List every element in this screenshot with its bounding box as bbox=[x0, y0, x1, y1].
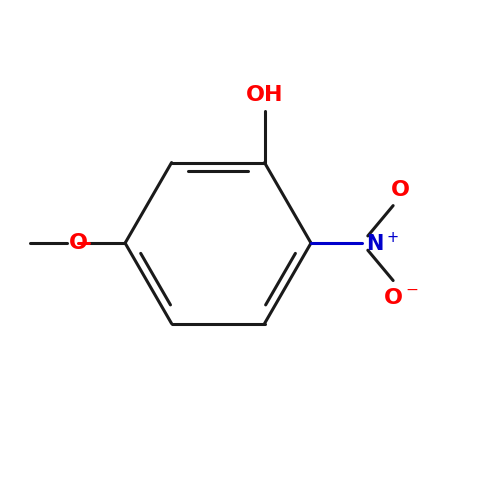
Text: O: O bbox=[69, 233, 88, 253]
Text: N$^+$: N$^+$ bbox=[365, 231, 399, 255]
Text: OH: OH bbox=[246, 85, 283, 105]
Text: O: O bbox=[391, 180, 410, 200]
Text: O$^-$: O$^-$ bbox=[383, 288, 418, 308]
